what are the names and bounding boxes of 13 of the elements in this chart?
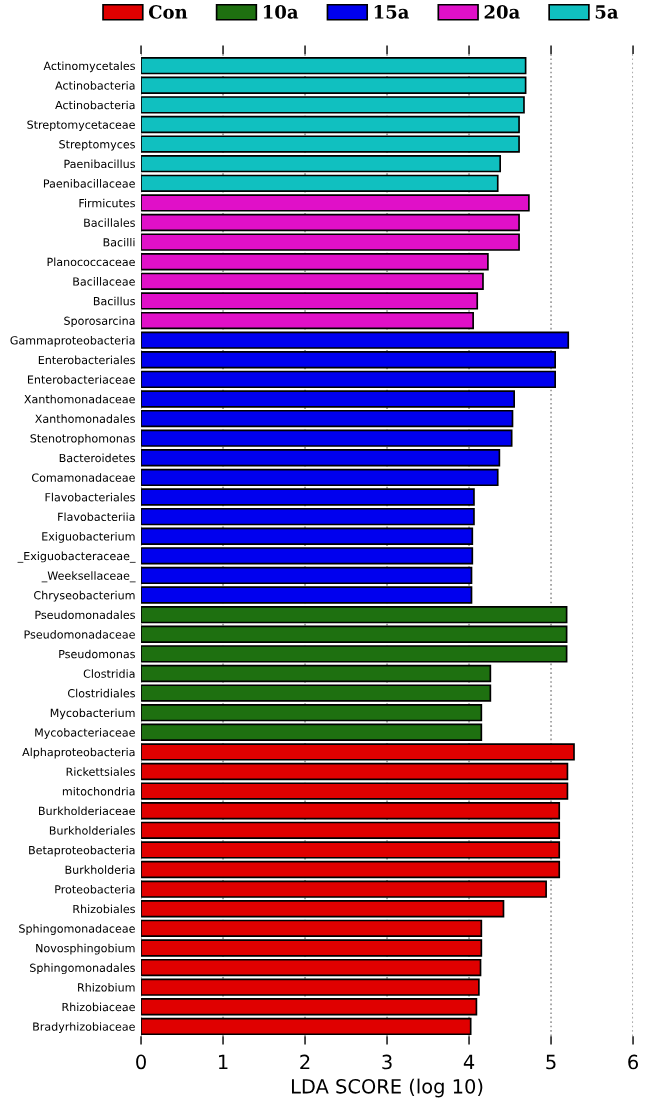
- x-tick-label: 4: [463, 1054, 475, 1070]
- legend-label: 20a: [484, 5, 520, 19]
- x-tick-label: 2: [300, 1054, 310, 1070]
- x-tick-label: 5: [546, 1054, 556, 1070]
- x-tick-label: 0: [136, 1054, 146, 1070]
- legend-label: 5a: [595, 5, 619, 19]
- x-axis-title: LDA SCORE (log 10): [292, 1078, 483, 1098]
- x-tick-label: 3: [382, 1054, 392, 1070]
- x-tick-label: 1: [218, 1054, 228, 1070]
- legend-label: Con: [148, 5, 188, 19]
- legend-label: 10a: [263, 5, 299, 19]
- legend-label: 15a: [374, 5, 410, 19]
- x-tick-label: 6: [628, 1054, 638, 1070]
